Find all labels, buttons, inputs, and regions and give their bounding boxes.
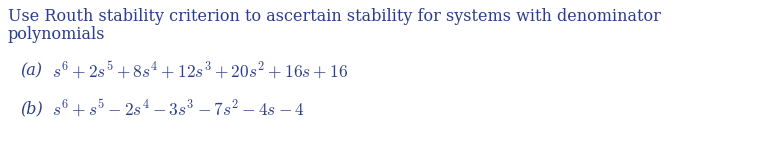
Text: (b): (b): [20, 100, 42, 117]
Text: $s^{6} + s^{5} - 2s^{4} - 3s^{3} - 7s^{2} - 4s - 4$: $s^{6} + s^{5} - 2s^{4} - 3s^{3} - 7s^{2…: [52, 98, 305, 119]
Text: polynomials: polynomials: [8, 26, 105, 43]
Text: $s^{6} + 2s^{5} + 8s^{4} + 12s^{3} + 20s^{2} + 16s + 16$: $s^{6} + 2s^{5} + 8s^{4} + 12s^{3} + 20s…: [52, 60, 348, 81]
Text: (a): (a): [20, 62, 42, 79]
Text: Use Routh stability criterion to ascertain stability for systems with denominato: Use Routh stability criterion to ascerta…: [8, 8, 661, 25]
